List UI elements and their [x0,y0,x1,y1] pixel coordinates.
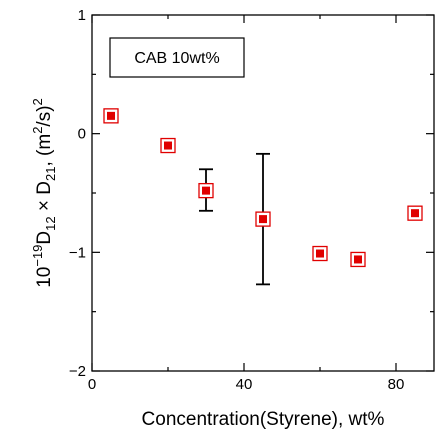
x-tick-label: 80 [388,376,405,393]
y-tick-label: −2 [69,363,86,380]
y-axis-title-unit-end: /s) [34,105,55,126]
y-tick-label: 1 [78,7,86,24]
y-axis-title-sub2: 21 [43,167,58,181]
data-point [411,209,419,218]
y-tick-label: 0 [78,126,86,143]
legend-label: CAB 10wt% [134,50,219,67]
data-point [354,255,362,264]
data-point [316,249,324,258]
y-axis-title-exp: −19 [30,245,45,267]
y-axis-title-unit-exp2: 2 [30,98,45,105]
data-point [259,215,267,224]
y-axis-title-sub1: 12 [43,216,58,230]
legend: CAB 10wt% [109,37,245,78]
y-axis-title-d2: D [34,181,55,195]
y-axis-title-d1: D [34,231,55,245]
y-tick-label: −1 [69,244,86,261]
y-axis-title-unit: , (m [34,134,55,167]
y-axis-title-times: × [34,195,55,217]
x-tick-label: 0 [88,376,96,393]
x-tick-label: 40 [236,376,253,393]
plot-frame [91,14,435,372]
y-axis-title-unit-exp: 2 [30,127,45,134]
y-axis-title: 10−19D12 × D21, (m2/s)2 [30,98,58,288]
data-point [202,186,210,195]
data-point [107,111,115,120]
x-axis-title: Concentration(Styrene), wt% [142,409,385,430]
y-axis-title-base: 10 [34,267,55,288]
data-point [164,141,172,150]
legend-box [109,37,245,78]
